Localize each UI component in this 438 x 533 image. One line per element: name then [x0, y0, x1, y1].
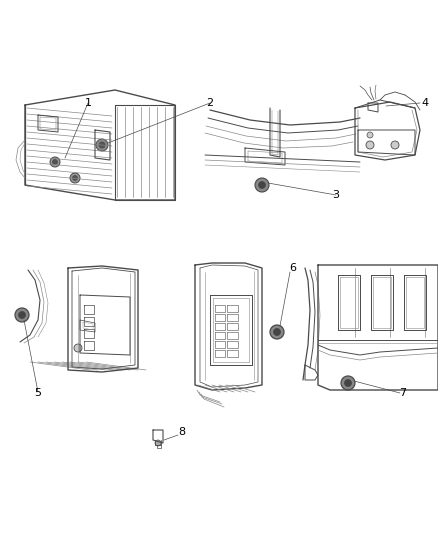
Circle shape [341, 376, 355, 390]
Text: 6: 6 [290, 263, 297, 273]
Text: 8: 8 [178, 427, 186, 437]
Circle shape [367, 132, 373, 138]
Circle shape [73, 175, 78, 181]
Circle shape [70, 173, 80, 183]
Text: 1: 1 [85, 98, 92, 108]
Circle shape [366, 141, 374, 149]
Circle shape [273, 328, 280, 335]
Circle shape [96, 139, 108, 151]
Text: 4: 4 [421, 98, 428, 108]
Circle shape [345, 379, 352, 386]
Text: 7: 7 [399, 388, 406, 398]
Circle shape [255, 178, 269, 192]
Text: 5: 5 [35, 388, 42, 398]
Circle shape [258, 182, 265, 189]
Circle shape [50, 157, 60, 167]
Circle shape [391, 141, 399, 149]
Circle shape [270, 325, 284, 339]
Circle shape [18, 311, 25, 319]
Circle shape [15, 308, 29, 322]
Circle shape [155, 440, 161, 446]
Text: 2: 2 [206, 98, 214, 108]
Circle shape [99, 142, 105, 148]
Circle shape [53, 159, 57, 165]
Circle shape [74, 344, 82, 352]
Text: 3: 3 [332, 190, 339, 200]
